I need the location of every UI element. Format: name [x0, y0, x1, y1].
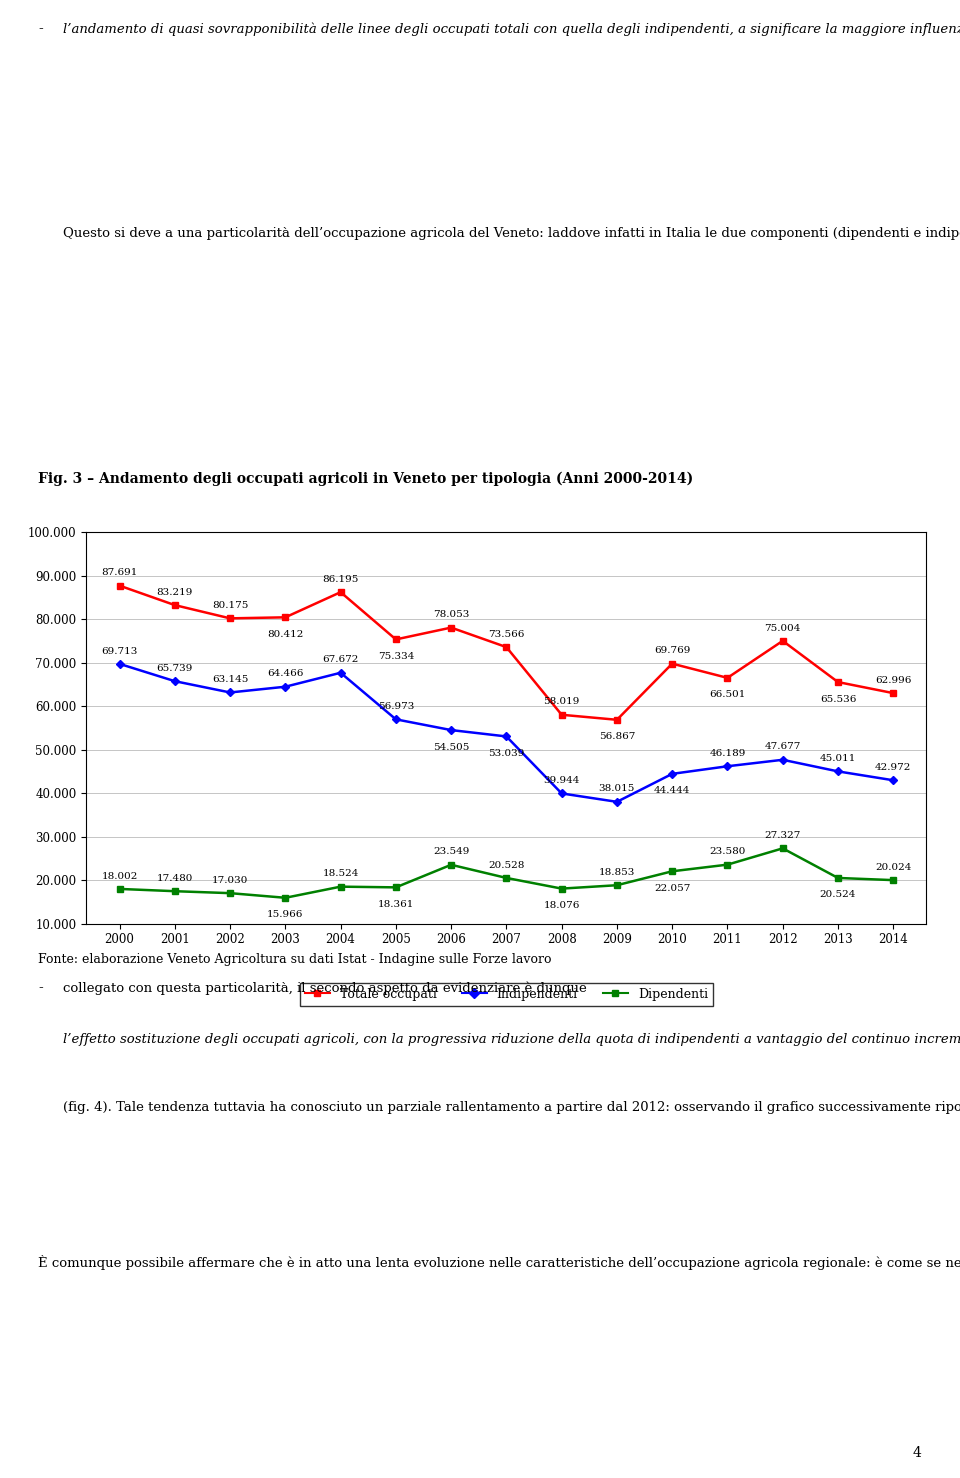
Text: 18.361: 18.361 — [377, 900, 414, 909]
Text: 22.057: 22.057 — [654, 884, 690, 893]
Text: 64.466: 64.466 — [267, 670, 303, 678]
Text: 23.549: 23.549 — [433, 847, 469, 856]
Text: 80.175: 80.175 — [212, 602, 249, 610]
Text: È comunque possibile affermare che è in atto una lenta evoluzione nelle caratter: È comunque possibile affermare che è in … — [38, 1255, 960, 1270]
Text: 69.713: 69.713 — [102, 646, 137, 656]
Text: 80.412: 80.412 — [267, 630, 303, 638]
Text: 87.691: 87.691 — [102, 569, 137, 578]
Text: 20.524: 20.524 — [820, 890, 856, 900]
Text: Fig. 3 – Andamento degli occupati agricoli in Veneto per tipologia (Anni 2000-20: Fig. 3 – Andamento degli occupati agrico… — [38, 471, 694, 486]
Text: -: - — [38, 22, 43, 35]
Text: 62.996: 62.996 — [876, 675, 911, 684]
Text: -: - — [38, 981, 43, 995]
Text: 46.189: 46.189 — [709, 749, 746, 758]
Text: 18.002: 18.002 — [102, 872, 137, 881]
Text: 69.769: 69.769 — [654, 646, 690, 655]
Text: 78.053: 78.053 — [433, 610, 469, 619]
Legend: Totale occupati, Indipendenti, Dipendenti: Totale occupati, Indipendenti, Dipendent… — [300, 983, 713, 1005]
Text: 86.195: 86.195 — [323, 575, 359, 584]
Text: 15.966: 15.966 — [267, 910, 303, 919]
Text: 83.219: 83.219 — [156, 588, 193, 597]
Text: 65.536: 65.536 — [820, 695, 856, 704]
Text: 56.973: 56.973 — [377, 702, 414, 711]
Text: 42.972: 42.972 — [876, 763, 911, 772]
Text: l’andamento di quasi sovrapponibilità delle linee degli occupati totali con quel: l’andamento di quasi sovrapponibilità de… — [63, 22, 960, 35]
Text: 39.944: 39.944 — [543, 776, 580, 785]
Text: 38.015: 38.015 — [599, 785, 636, 794]
Text: 20.528: 20.528 — [489, 860, 524, 869]
Text: 45.011: 45.011 — [820, 754, 856, 763]
Text: 54.505: 54.505 — [433, 742, 469, 752]
Text: collegato con questa particolarità, il secondo aspetto da evidenziare è dunque: collegato con questa particolarità, il s… — [63, 981, 591, 995]
Text: 17.030: 17.030 — [212, 876, 249, 885]
Text: 4: 4 — [913, 1447, 922, 1460]
Text: 17.480: 17.480 — [156, 873, 193, 882]
Text: 47.677: 47.677 — [764, 742, 801, 751]
Text: 18.076: 18.076 — [543, 902, 580, 910]
Text: 53.039: 53.039 — [489, 749, 524, 758]
Text: 20.024: 20.024 — [876, 863, 911, 872]
Text: 18.853: 18.853 — [599, 868, 636, 876]
Text: 44.444: 44.444 — [654, 786, 690, 795]
Text: 66.501: 66.501 — [709, 690, 746, 699]
Text: Questo si deve a una particolarità dell’occupazione agricola del Veneto: laddove: Questo si deve a una particolarità dell’… — [63, 228, 960, 241]
Text: 27.327: 27.327 — [764, 831, 801, 840]
Text: 75.334: 75.334 — [377, 652, 414, 661]
Text: 63.145: 63.145 — [212, 675, 249, 684]
Text: l’effetto sostituzione degli occupati agricoli, con la progressiva riduzione del: l’effetto sostituzione degli occupati ag… — [63, 1033, 960, 1046]
Text: (fig. 4). Tale tendenza tuttavia ha conosciuto un parziale rallentamento a parti: (fig. 4). Tale tendenza tuttavia ha cono… — [63, 1101, 960, 1114]
Text: 18.524: 18.524 — [323, 869, 359, 878]
Text: Fonte: elaborazione Veneto Agricoltura su dati Istat - Indagine sulle Forze lavo: Fonte: elaborazione Veneto Agricoltura s… — [38, 953, 552, 965]
Text: 75.004: 75.004 — [764, 624, 801, 633]
Text: 23.580: 23.580 — [709, 847, 746, 856]
Text: 58.019: 58.019 — [543, 698, 580, 706]
Text: 65.739: 65.739 — [156, 664, 193, 672]
Text: 67.672: 67.672 — [323, 655, 359, 665]
Text: 56.867: 56.867 — [599, 732, 636, 742]
Text: 73.566: 73.566 — [489, 630, 524, 638]
